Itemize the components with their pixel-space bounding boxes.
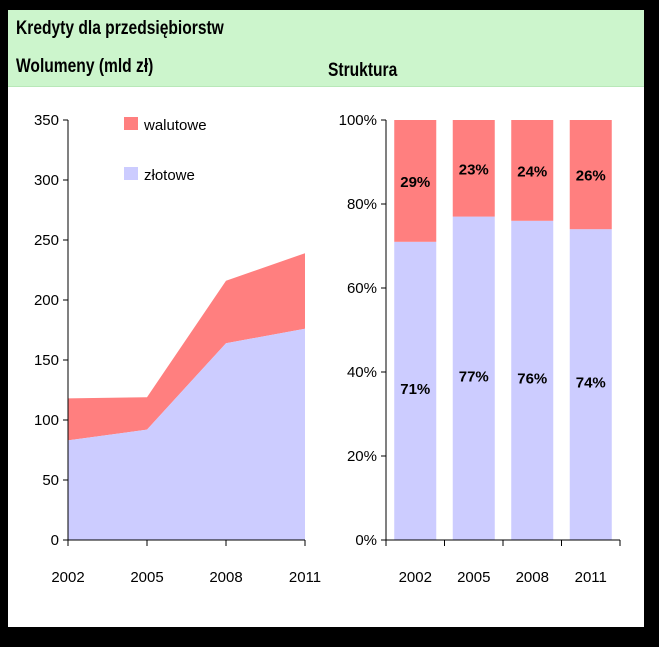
left-x-tick-label: 2011	[289, 569, 321, 586]
bar-walutowe	[511, 120, 554, 221]
chart-frame: Kredyty dla przedsiębiorstw Wolumeny (ml…	[8, 10, 644, 627]
right-chart-title: Struktura	[328, 60, 398, 81]
bar-zlotowe	[569, 229, 612, 540]
left-x-tick-label: 2005	[130, 569, 163, 586]
left-y-tick-label: 350	[34, 112, 59, 129]
right-y-tick-label: 100%	[339, 112, 377, 129]
right-x-tick-label: 2002	[399, 569, 432, 586]
bar-label-zlotowe: 74%	[576, 375, 606, 392]
header-band: Kredyty dla przedsiębiorstw Wolumeny (ml…	[8, 10, 644, 87]
left-y-tick-label: 50	[42, 472, 59, 489]
legend-swatch-zlotowe	[124, 167, 138, 180]
left-x-tick-label: 2008	[209, 569, 242, 586]
legend-label-walutowe: walutowe	[143, 117, 207, 134]
bar-zlotowe	[452, 216, 495, 540]
bar-label-walutowe: 26%	[576, 168, 606, 185]
left-chart-title: Wolumeny (mld zł)	[16, 56, 154, 77]
bar-label-walutowe: 23%	[459, 161, 489, 178]
bar-label-walutowe: 24%	[517, 163, 547, 180]
right-y-tick-label: 60%	[347, 280, 377, 297]
left-y-tick-label: 150	[34, 352, 59, 369]
right-x-tick-label: 2005	[457, 569, 490, 586]
bar-zlotowe	[511, 220, 554, 541]
bar-zlotowe	[394, 241, 437, 541]
left-y-tick-label: 250	[34, 232, 59, 249]
right-x-tick-label: 2008	[516, 569, 549, 586]
legend-swatch-walutowe	[124, 117, 138, 130]
left-y-tick-label: 300	[34, 172, 59, 189]
bar-walutowe	[569, 120, 612, 230]
legend-label-zlotowe: złotowe	[144, 167, 195, 184]
page-title: Kredyty dla przedsiębiorstw	[16, 18, 224, 39]
right-x-tick-label: 2011	[575, 569, 607, 586]
left-y-tick-label: 100	[34, 412, 59, 429]
area-zlotowe	[68, 328, 305, 540]
left-y-tick-label: 0	[51, 532, 59, 549]
charts-canvas: 0 50 100 150 200 250 300 350 2002 2005 2008 2011 wal…	[34, 112, 621, 586]
bar-label-zlotowe: 71%	[400, 381, 430, 398]
right-y-tick-label: 40%	[347, 364, 377, 381]
left-y-tick-label: 200	[34, 292, 59, 309]
bar-walutowe	[394, 120, 437, 242]
bar-label-zlotowe: 76%	[517, 370, 547, 387]
right-y-tick-label: 20%	[347, 448, 377, 465]
bar-walutowe	[452, 120, 495, 217]
area-walutowe	[68, 253, 305, 441]
right-y-tick-label: 80%	[347, 196, 377, 213]
bar-label-walutowe: 29%	[400, 174, 430, 191]
bar-label-zlotowe: 77%	[459, 368, 489, 385]
left-x-tick-label: 2002	[51, 569, 84, 586]
right-y-tick-label: 0%	[355, 532, 377, 549]
